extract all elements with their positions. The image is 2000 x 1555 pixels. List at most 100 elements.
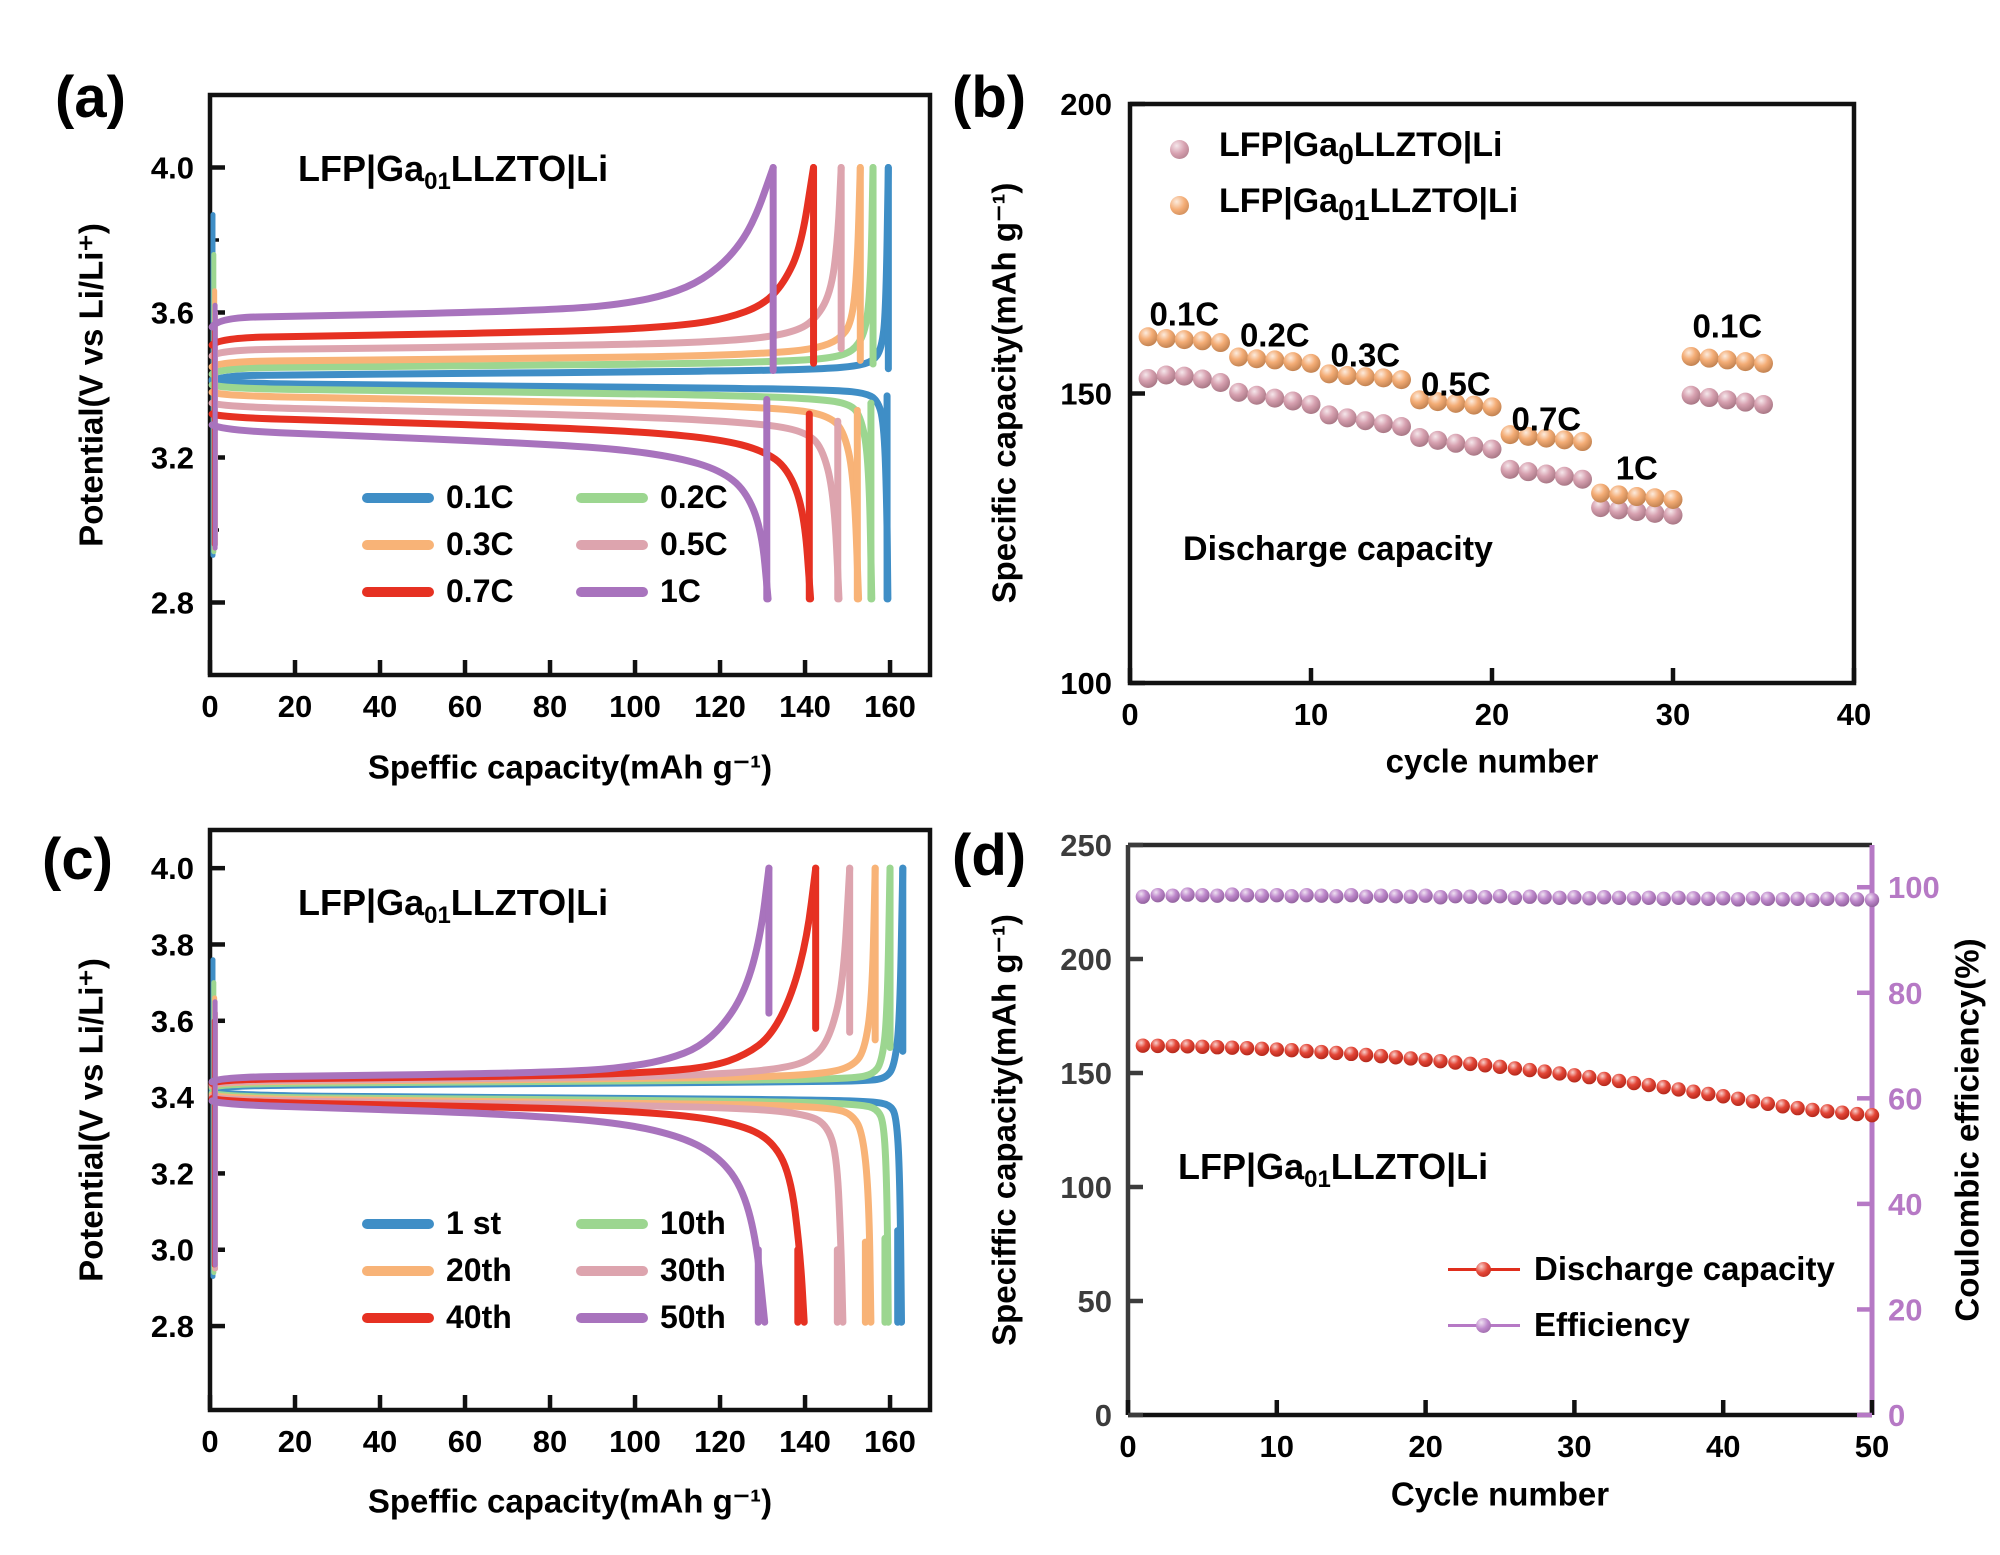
panel-a-xlabel: Speffic capacity(mAh g⁻¹): [367, 748, 773, 786]
line-dot-marker-icon: [1448, 1316, 1520, 1335]
legend-item: 40th: [362, 1300, 576, 1336]
panel-b-plot: 0 10 20 30 40 100 150 200: [1060, 87, 1871, 732]
y-tick-label: 150: [1060, 377, 1112, 412]
x-tick-label: 160: [864, 689, 916, 724]
series-1C: [208, 164, 777, 603]
legend-label: 1 st: [446, 1205, 502, 1242]
y-tick-label-left: 50: [1078, 1284, 1112, 1319]
y-tick-label: 2.8: [151, 1309, 194, 1344]
panel-b-ylabel: Specific capacity(mAh g⁻¹): [985, 182, 1023, 604]
scatter-series: [1135, 887, 1880, 908]
panel-d-title: LFP|Ga01LLZTO|Li: [1178, 1146, 1489, 1194]
line-swatch-icon: [576, 540, 648, 550]
panel-a-plot: 0 20 40 60 80 100 120 140 160 2.8 3.2 3.6 4.0: [151, 92, 933, 724]
legend-label: 50th: [660, 1299, 726, 1336]
legend-item: 1C: [576, 574, 790, 610]
line-swatch-icon: [362, 540, 434, 550]
y-tick-label: 3.6: [151, 296, 194, 331]
rate-annotation: 0.3C: [1330, 336, 1401, 374]
line-swatch-icon: [362, 493, 434, 503]
x-tick-label: 0: [201, 689, 218, 724]
legend-label: 10th: [660, 1205, 726, 1242]
x-tick-label: 30: [1656, 697, 1690, 732]
legend-item-ga01: LFP|Ga01LLZTO|Li: [1158, 182, 1518, 228]
rate-annotation: 0.1C: [1149, 296, 1220, 334]
panel-d-ylabel-right: Coulombic efficiency(%): [1948, 938, 1986, 1322]
x-tick-label: 120: [694, 689, 746, 724]
sphere-marker-icon: [1170, 195, 1189, 215]
y-tick-label: 3.4: [151, 1080, 195, 1115]
series-0.7C: [208, 164, 818, 603]
legend-label: 30th: [660, 1252, 726, 1289]
scatter-series: [1138, 327, 1773, 509]
x-tick-label: 50: [1855, 1429, 1889, 1464]
panel-d-ylabel-left: Speciffic capacity(mAh g⁻¹): [985, 914, 1023, 1346]
x-tick-label: 160: [864, 1424, 916, 1459]
panel-b-note: Discharge capacity: [1183, 530, 1493, 569]
x-tick-label: 20: [278, 689, 312, 724]
legend-item: 20th: [362, 1253, 576, 1289]
x-tick-label: 10: [1294, 697, 1328, 732]
x-tick-label: 100: [609, 1424, 661, 1459]
x-tick-label: 20: [1475, 697, 1509, 732]
legend-item-discharge: Discharge capacity: [1448, 1246, 1835, 1292]
y-tick-label: 3.2: [151, 1156, 194, 1191]
x-tick-label: 30: [1557, 1429, 1591, 1464]
legend-label: 0.5C: [660, 526, 728, 563]
line-swatch-icon: [362, 1313, 434, 1323]
x-tick-label: 40: [1837, 697, 1871, 732]
sphere-marker-icon: [1170, 139, 1189, 159]
panel-c-ylabel: Potential(V vs Li/Li⁺): [72, 958, 110, 1282]
rate-annotation: 0.5C: [1420, 365, 1491, 403]
panel-a-legend: 0.1C 0.2C 0.3C 0.5C 0.7C 1C: [362, 480, 790, 610]
panel-d-letter: (d): [952, 823, 1027, 888]
y-tick-label: 100: [1060, 666, 1112, 701]
y-tick-label-left: 0: [1095, 1398, 1112, 1433]
y-tick-label-left: 150: [1060, 1056, 1112, 1091]
rate-annotation: 0.1C: [1692, 307, 1763, 345]
panel-b-letter: (b): [952, 65, 1027, 130]
legend-label: 0.2C: [660, 479, 728, 516]
legend-item: 1 st: [362, 1206, 576, 1242]
legend-item-ga0: LFP|Ga0LLZTO|Li: [1158, 126, 1518, 172]
x-tick-label: 40: [363, 689, 397, 724]
x-tick-label: 120: [694, 1424, 746, 1459]
series-50th: [208, 864, 773, 1326]
legend-item: 0.5C: [576, 527, 790, 563]
x-tick-label: 40: [363, 1424, 397, 1459]
x-tick-label: 80: [533, 1424, 567, 1459]
panel-c-legend: 1 st 10th 20th 30th 40th 50th: [362, 1206, 790, 1336]
legend-label: 20th: [446, 1252, 512, 1289]
line-dot-marker-icon: [1448, 1260, 1520, 1279]
y-tick-label: 3.0: [151, 1233, 194, 1268]
y-tick-label: 4.0: [151, 851, 194, 886]
legend-item: 10th: [576, 1206, 790, 1242]
x-tick-label: 20: [1408, 1429, 1442, 1464]
legend-item: 0.1C: [362, 480, 576, 516]
x-tick-label: 20: [278, 1424, 312, 1459]
panel-d-legend: Discharge capacity Efficiency: [1448, 1246, 1835, 1348]
y-tick-label-right: 40: [1888, 1187, 1922, 1222]
legend-item: 0.7C: [362, 574, 576, 610]
legend-item: 30th: [576, 1253, 790, 1289]
y-tick-label: 3.2: [151, 441, 194, 476]
legend-item: 0.3C: [362, 527, 576, 563]
x-tick-label: 0: [1119, 1429, 1136, 1464]
x-tick-label: 40: [1706, 1429, 1740, 1464]
legend-item-efficiency: Efficiency: [1448, 1302, 1835, 1348]
x-tick-label: 100: [609, 689, 661, 724]
panel-c-title: LFP|Ga01LLZTO|Li: [298, 882, 609, 930]
y-tick-label: 2.8: [151, 586, 194, 621]
panel-c-letter: (c): [42, 827, 113, 892]
legend-label: Discharge capacity: [1534, 1249, 1835, 1287]
x-tick-label: 140: [779, 1424, 831, 1459]
panel-c-plot: 0 20 40 60 80 100 120 140 160 2.8 3.0 3.2 3.4 3.6 3.8 4…: [151, 827, 933, 1459]
rate-annotation: 0.7C: [1511, 400, 1582, 438]
panel-b-legend: LFP|Ga0LLZTO|Li LFP|Ga01LLZTO|Li: [1158, 126, 1518, 228]
y-tick-label-left: 100: [1060, 1170, 1112, 1205]
y-tick-label: 3.6: [151, 1004, 194, 1039]
panel-a-ylabel: Potential(V vs Li/Li⁺): [72, 223, 110, 547]
